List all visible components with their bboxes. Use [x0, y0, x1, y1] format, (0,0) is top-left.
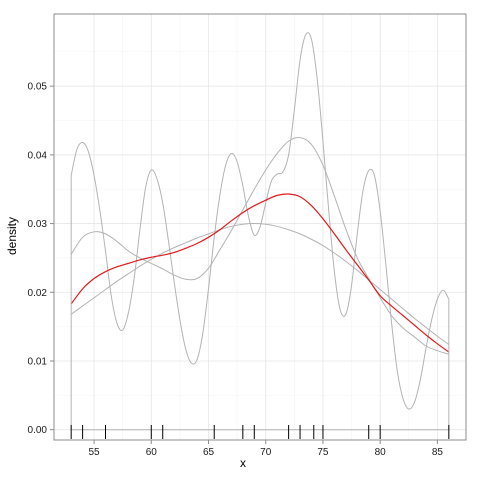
y-tick-label: 0.03 — [28, 219, 48, 230]
density-curve-0 — [70, 193, 450, 353]
y-tick-label: 0.04 — [28, 150, 48, 161]
y-tick-label: 0.00 — [28, 425, 48, 436]
x-tick-label: 85 — [432, 447, 444, 458]
x-axis: 55 60 65 70 75 80 85 — [88, 440, 443, 458]
density-curve-1 — [70, 32, 450, 410]
grid-lines — [54, 14, 466, 440]
density-curves — [70, 32, 450, 431]
plot-panel-border — [53, 13, 467, 441]
x-tick-label: 80 — [375, 447, 387, 458]
rug-marks — [70, 425, 450, 439]
y-tick-label: 0.05 — [28, 82, 48, 93]
x-axis-title: x — [240, 456, 246, 470]
x-tick-label: 75 — [317, 447, 329, 458]
density-curve-2 — [70, 137, 449, 355]
y-tick-label: 0.01 — [28, 356, 48, 367]
x-tick-label: 70 — [260, 447, 272, 458]
x-tick-label: 65 — [203, 447, 215, 458]
y-tick-label: 0.02 — [28, 288, 48, 299]
y-axis-title: density — [5, 217, 19, 255]
density-curve-3 — [70, 223, 450, 345]
x-tick-label: 60 — [146, 447, 158, 458]
x-tick-label: 55 — [88, 447, 100, 458]
y-axis: 0.00 0.01 0.02 0.03 0.04 0.05 — [28, 82, 54, 436]
